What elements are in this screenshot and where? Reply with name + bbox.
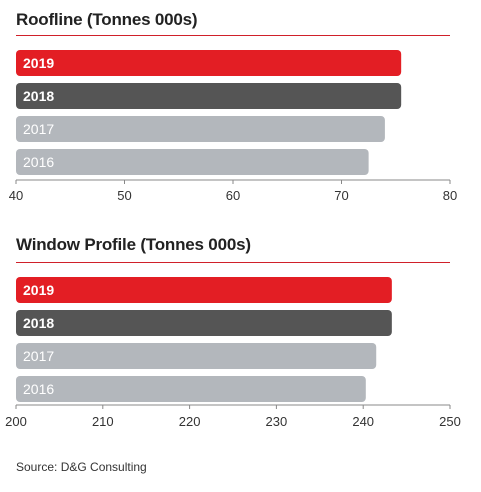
- window-profile-bar-label-2016: 2016: [23, 381, 54, 397]
- window-profile-title-rule: [16, 262, 450, 263]
- roofline-bars: 2019 2018 2017 2016 40 50 60 70 80: [9, 50, 457, 203]
- roofline-bar-2019: [16, 50, 402, 76]
- roofline-bar-label-2018: 2018: [23, 88, 54, 104]
- window-profile-bar-2019: [16, 277, 392, 303]
- window-profile-bar-2017: [16, 343, 377, 369]
- source-note: Source: D&G Consulting: [16, 460, 147, 474]
- window-profile-tick-label-220: 220: [179, 414, 201, 429]
- window-profile-tick-label-200: 200: [5, 414, 27, 429]
- window-profile-tick-label-250: 250: [439, 414, 461, 429]
- roofline-tick-label-50: 50: [117, 188, 131, 203]
- roofline-bar-label-2016: 2016: [23, 154, 54, 170]
- roofline-tick-label-70: 70: [334, 188, 348, 203]
- roofline-tick-label-80: 80: [443, 188, 457, 203]
- window-profile-chart-title: Window Profile (Tonnes 000s): [16, 235, 251, 254]
- window-profile-bar-label-2018: 2018: [23, 315, 54, 331]
- roofline-tick-label-60: 60: [226, 188, 240, 203]
- roofline-bar-label-2019: 2019: [23, 55, 54, 71]
- window-profile-tick-label-240: 240: [352, 414, 374, 429]
- roofline-title-rule: [16, 35, 450, 36]
- roofline-bar-2017: [16, 116, 385, 142]
- window-profile-bar-label-2017: 2017: [23, 348, 54, 364]
- roofline-bar-label-2017: 2017: [23, 121, 54, 137]
- window-profile-bar-2018: [16, 310, 392, 336]
- window-profile-tick-label-230: 230: [266, 414, 288, 429]
- window-profile-bar-label-2019: 2019: [23, 282, 54, 298]
- roofline-bar-2016: [16, 149, 369, 175]
- roofline-tick-label-40: 40: [9, 188, 23, 203]
- window-profile-bar-2016: [16, 376, 366, 402]
- roofline-bar-2018: [16, 83, 402, 109]
- roofline-chart-title: Roofline (Tonnes 000s): [16, 10, 198, 29]
- window-profile-tick-label-210: 210: [92, 414, 114, 429]
